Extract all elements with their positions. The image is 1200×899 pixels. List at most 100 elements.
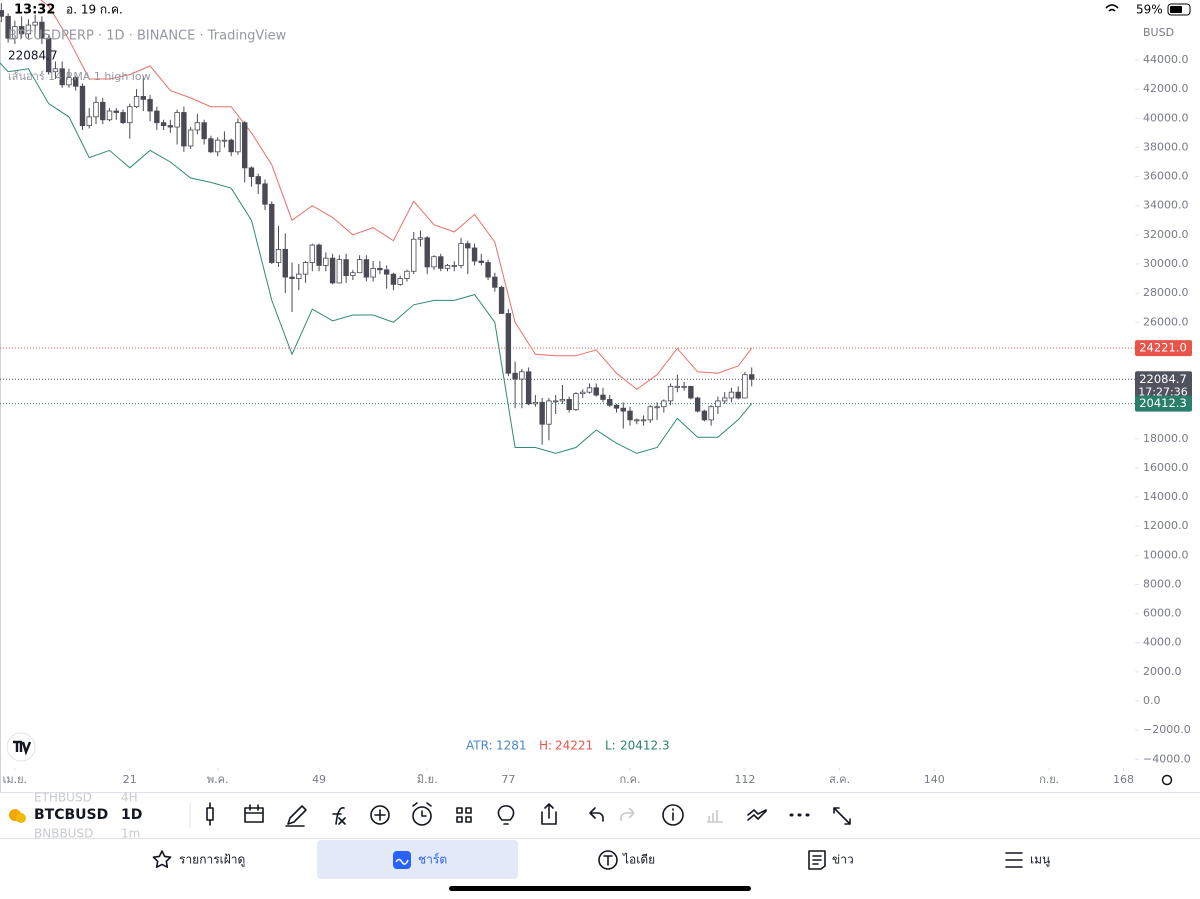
candle-body	[147, 98, 153, 112]
x-tick-label: ก.ย.	[1039, 773, 1059, 786]
candle-body	[167, 125, 174, 128]
atr-value: 1281	[496, 739, 527, 753]
share-tool[interactable]	[541, 803, 557, 825]
price-label: 22084.7	[1139, 372, 1187, 386]
x-tick-label: 112	[734, 773, 755, 786]
prev-symbol[interactable]: ETHBUSD	[34, 791, 92, 805]
redo-tool[interactable]	[620, 807, 635, 821]
candles-tool[interactable]	[206, 802, 214, 826]
fullscreen-tool[interactable]	[833, 807, 851, 825]
candle-body	[721, 397, 728, 402]
candle-body	[106, 110, 113, 121]
candle-body	[735, 391, 741, 399]
layout-tool[interactable]	[456, 807, 472, 823]
atr-label: ATR:	[466, 739, 493, 753]
candle-body	[127, 106, 133, 124]
candle-body	[248, 167, 255, 177]
y-tick-label: 38000.0	[1143, 140, 1189, 153]
y-tick-label: 34000.0	[1143, 199, 1189, 212]
candle-body	[715, 400, 721, 408]
prev-interval[interactable]: 4H	[121, 791, 138, 805]
h-label: H:	[539, 739, 552, 753]
y-tick-label: 8000.0	[1143, 577, 1182, 590]
wifi-icon	[1105, 4, 1119, 12]
candle-body	[289, 276, 295, 279]
indicator-values: ATR: 1281 H: 24221 L: 20412.3	[466, 739, 670, 753]
band-line	[0, 62, 753, 454]
x-tick-label: 49	[312, 773, 326, 786]
menu-icon[interactable]	[1005, 852, 1023, 868]
candle-body	[383, 269, 390, 275]
ideas-tool[interactable]	[497, 805, 515, 825]
candle-body	[282, 249, 288, 278]
tab-ideas[interactable]: ไอเดีย	[622, 853, 655, 867]
status-time: 13:32	[14, 3, 55, 18]
candle-body	[694, 397, 701, 412]
tab-news[interactable]: ข่าว	[832, 853, 854, 867]
interval[interactable]: 1D	[121, 807, 142, 823]
candle-body	[32, 21, 38, 26]
l-value: 20412.3	[620, 739, 670, 753]
candle-body	[39, 21, 45, 39]
indicator-tool[interactable]	[332, 807, 346, 825]
candle-body	[505, 313, 512, 374]
volume-tool[interactable]	[707, 810, 723, 823]
y-tick-label: 0.0	[1143, 694, 1161, 707]
news-icon[interactable]	[808, 850, 826, 870]
next-symbol[interactable]: BNBBUSD	[34, 827, 93, 841]
band-line	[40, 0, 753, 390]
candle-body	[667, 385, 674, 402]
y-tick-label: 2000.0	[1143, 665, 1182, 678]
watchlist-icon[interactable]	[152, 850, 172, 868]
candle-body	[681, 385, 687, 388]
logo-mark[interactable]	[13, 740, 32, 756]
price-label-bg	[1135, 371, 1192, 400]
add-tool[interactable]	[370, 805, 390, 825]
candle-body	[708, 406, 714, 421]
candle-body	[451, 265, 457, 267]
info-tool[interactable]	[662, 804, 684, 826]
symbol[interactable]: BTCBUSD	[34, 807, 108, 823]
candle-body	[73, 77, 79, 87]
candle-body	[512, 372, 518, 380]
y-tick-label: 32000.0	[1143, 228, 1189, 241]
ideas-icon[interactable]	[598, 850, 618, 870]
compare-tool[interactable]	[747, 809, 767, 821]
candle-body	[12, 26, 18, 39]
chart-icon[interactable]	[393, 851, 411, 869]
tab-menu[interactable]: เมนู	[1030, 853, 1050, 868]
candle-body	[201, 122, 207, 140]
undo-tool[interactable]	[589, 807, 604, 822]
candle-body	[539, 401, 545, 425]
candle-body	[323, 257, 329, 266]
candle-body	[59, 68, 65, 86]
candle-body	[18, 26, 25, 35]
candle-body	[742, 374, 748, 399]
candle-body	[532, 401, 539, 405]
alert-tool[interactable]	[412, 802, 432, 826]
candle-body	[613, 404, 620, 409]
candle-body	[390, 273, 397, 285]
chart-icon-line[interactable]	[395, 858, 409, 865]
candle-body	[66, 77, 72, 86]
replay-tool[interactable]	[244, 804, 264, 823]
candle-body	[140, 96, 147, 100]
y-tick-label: 4000.0	[1143, 636, 1182, 649]
y-tick-label: 18000.0	[1143, 432, 1189, 445]
tab-watchlist[interactable]: รายการเฝ้าดู	[179, 853, 245, 868]
tab-chart[interactable]: ชาร์ต	[418, 853, 447, 867]
draw-tool[interactable]	[285, 805, 307, 827]
candle-body	[302, 262, 309, 275]
candle-body	[580, 391, 586, 395]
candle-body	[187, 129, 194, 147]
tv-logo[interactable]	[6, 732, 36, 762]
settings-icon[interactable]	[1161, 774, 1173, 786]
candle-body	[377, 267, 383, 271]
next-interval[interactable]: 1m	[121, 827, 140, 841]
x-tick-label: ก.ค.	[620, 773, 641, 786]
candle-body	[370, 267, 376, 278]
y-tick-label: 28000.0	[1143, 286, 1189, 299]
y-tick-label: −4000.0	[1143, 752, 1191, 765]
x-tick-label: มิ.ย.	[417, 773, 438, 786]
candle-body	[566, 399, 572, 411]
